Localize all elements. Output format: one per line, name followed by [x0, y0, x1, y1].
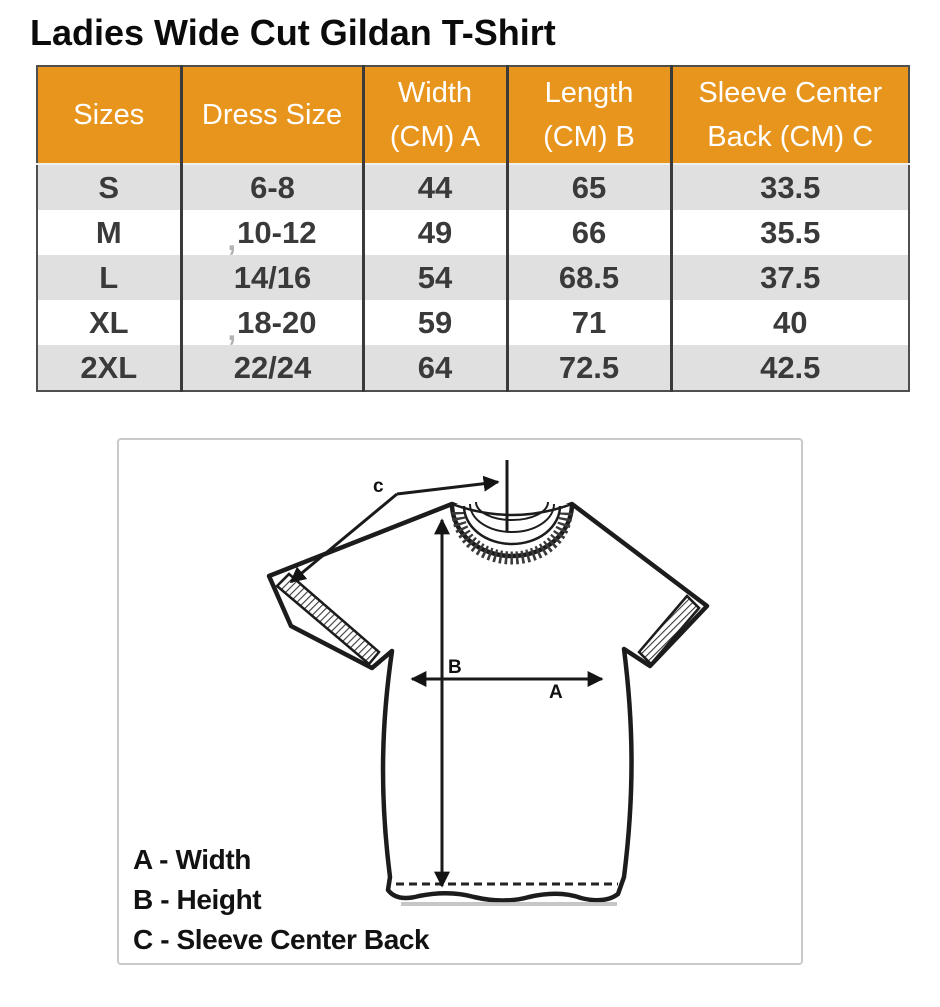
- right-cuff-ribbing: [637, 594, 701, 666]
- left-cuff-ribbing: [275, 572, 381, 666]
- label-a: A: [549, 682, 563, 703]
- length-cell: 68.5: [505, 255, 671, 300]
- label-b: B: [448, 657, 462, 678]
- table-row: L 14/16 54 68.5 37.5: [37, 255, 909, 300]
- label-c: c: [373, 476, 384, 497]
- width-cell: 54: [361, 255, 507, 300]
- dress-size-value: 22/24: [233, 349, 312, 385]
- table-header-row: Sizes Dress Size Width (CM) A Length (CM…: [37, 66, 909, 165]
- width-cell: 44: [361, 164, 507, 210]
- legend-item-width: A - Width: [133, 844, 251, 875]
- header-dress-size: Dress Size: [179, 66, 363, 165]
- width-cell: 49: [361, 210, 507, 255]
- tshirt-measurement-diagram: c B A A - Width B - Height C - Sleeve Ce…: [117, 438, 803, 965]
- legend-item-sleeve-center-back: C - Sleeve Center Back: [133, 924, 430, 955]
- dress-size-cell: 6-8: [179, 164, 363, 210]
- page-title: Ladies Wide Cut Gildan T-Shirt: [30, 12, 556, 53]
- dress-size-prefix: ,: [227, 221, 237, 257]
- tshirt-diagram-svg: c B A: [266, 460, 710, 906]
- dress-size-value: 18-20: [237, 304, 317, 340]
- size-cell: L: [37, 255, 181, 300]
- dress-size-value: 10-12: [237, 214, 317, 250]
- length-cell: 71: [505, 300, 671, 345]
- collar-inner-line-2: [469, 503, 555, 533]
- header-length: Length (CM) B: [505, 66, 671, 165]
- header-sleeve-center-back: Sleeve Center Back (CM) C: [669, 66, 909, 165]
- dress-size-value: 6-8: [250, 169, 295, 205]
- table-row: S 6-8 44 65 33.5: [37, 164, 909, 210]
- collar-top-edge: [451, 502, 573, 517]
- width-cell: 59: [361, 300, 507, 345]
- size-cell: 2XL: [37, 345, 181, 391]
- size-cell: M: [37, 210, 181, 255]
- sleeve-cell: 40: [669, 300, 909, 345]
- size-chart-table: Sizes Dress Size Width (CM) A Length (CM…: [36, 65, 910, 392]
- measure-arrow-c-diagonal: [289, 492, 398, 584]
- width-cell: 64: [361, 345, 507, 391]
- collar-ribbing: [451, 511, 573, 565]
- sleeve-cell: 42.5: [669, 345, 909, 391]
- table-row: XL ,18-20 59 71 40: [37, 300, 909, 347]
- measure-arrow-c-horizontal: [396, 475, 500, 496]
- size-cell: XL: [37, 300, 181, 345]
- length-cell: 66: [505, 210, 671, 255]
- dress-size-value: 14/16: [233, 259, 312, 295]
- sleeve-cell: 33.5: [669, 164, 909, 210]
- dress-size-prefix: ,: [227, 311, 237, 347]
- table-row: 2XL 22/24 64 72.5 42.5: [37, 345, 909, 391]
- sleeve-cell: 37.5: [669, 255, 909, 300]
- sleeve-cell: 35.5: [669, 210, 909, 255]
- diagram-legend: A - Width B - Height C - Sleeve Center B…: [133, 840, 430, 960]
- dress-size-cell: 22/24: [179, 345, 363, 391]
- tshirt-outline: [266, 501, 710, 903]
- table-row: M ,10-12 49 66 35.5: [37, 210, 909, 257]
- length-cell: 72.5: [505, 345, 671, 391]
- dress-size-cell: ,18-20: [179, 300, 363, 347]
- header-width: Width (CM) A: [361, 66, 507, 165]
- dress-size-cell: 14/16: [179, 255, 363, 300]
- header-sizes: Sizes: [37, 66, 181, 165]
- length-cell: 65: [505, 164, 671, 210]
- collar-inner-line-3: [475, 501, 549, 521]
- legend-item-height: B - Height: [133, 884, 262, 915]
- size-cell: S: [37, 164, 181, 210]
- dress-size-cell: ,10-12: [179, 210, 363, 257]
